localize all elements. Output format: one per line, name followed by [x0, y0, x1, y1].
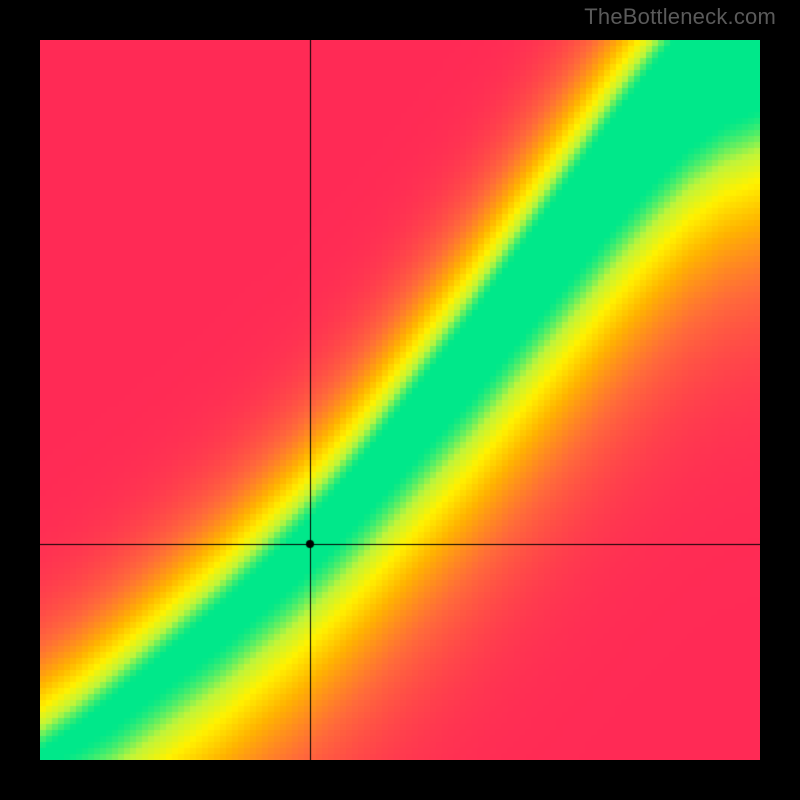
bottleneck-heatmap [40, 40, 760, 760]
watermark-text: TheBottleneck.com [584, 4, 776, 30]
chart-container: TheBottleneck.com [0, 0, 800, 800]
